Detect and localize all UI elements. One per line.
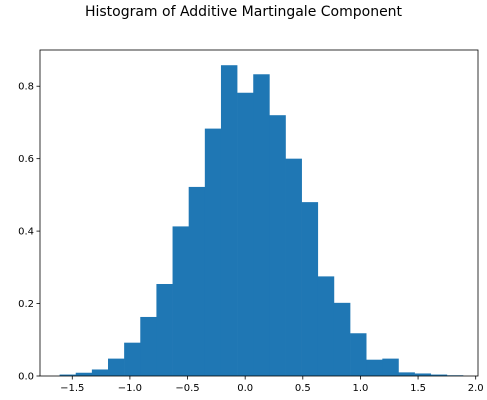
y-tick-label-1: 0.2 [18,299,34,310]
y-tick-label-4: 0.8 [18,82,34,93]
x-tick-label-1: −1.0 [118,383,142,394]
histogram-bar-15 [301,202,319,376]
histogram-bar-5 [140,316,157,376]
x-tick-label-2: −0.5 [175,383,199,394]
histogram-bar-3 [108,358,125,376]
x-tick-label-0: −1.5 [60,383,84,394]
histogram-bar-10 [220,65,238,377]
histogram-bar-13 [269,115,286,376]
y-tick-label-3: 0.6 [18,154,34,165]
histogram-bar-11 [237,92,254,377]
histogram-bar-17 [333,302,351,376]
histogram-bar-20 [382,358,399,376]
histogram-bar-1 [75,372,93,376]
histogram-bar-18 [350,333,367,376]
x-tick-label-4: 0.5 [295,383,311,394]
histogram-bar-6 [156,283,173,376]
histogram-bar-0 [59,374,77,376]
histogram-bar-4 [124,342,141,376]
histogram-bar-2 [91,369,109,376]
histogram-bar-9 [204,128,222,376]
y-tick-label-0: 0.0 [18,372,34,383]
axes-layer: −1.5 −1.0 −0.5 0.0 0.5 1.0 1.5 2.0 0.0 0.2 0.4 0.6 0… [18,49,484,394]
histogram-bar-23 [430,374,448,376]
histogram-bar-21 [398,372,415,376]
histogram-bar-8 [188,186,206,376]
histogram-bar-16 [317,276,335,376]
histogram-bar-22 [414,373,432,376]
histogram-bar-19 [366,359,383,376]
histogram-bar-7 [172,226,189,376]
y-tick-label-2: 0.4 [18,227,34,238]
bars-layer [59,65,464,377]
axes-frame [39,49,479,377]
x-tick-label-7: 2.0 [468,383,484,394]
chart-title: Histogram of Additive Martingale Compone… [84,4,403,20]
x-tick-label-5: 1.0 [352,383,368,394]
x-tick-label-3: 0.0 [237,383,253,394]
histogram-bar-12 [253,74,270,376]
histogram-bar-14 [285,158,302,376]
x-tick-label-6: 1.5 [410,383,426,394]
